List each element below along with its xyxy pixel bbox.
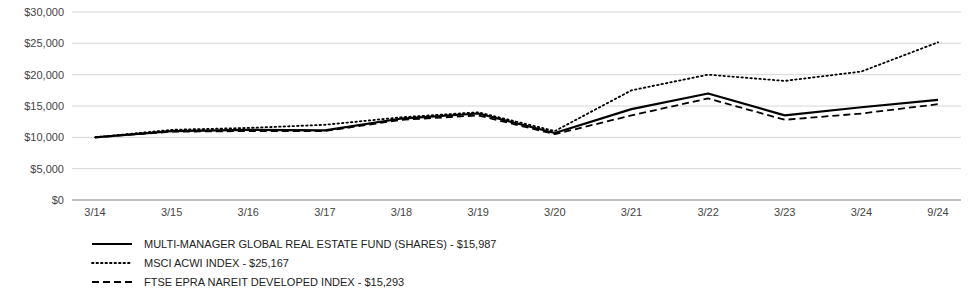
grid-line — [72, 106, 961, 107]
series-line — [95, 98, 938, 137]
y-tick-label: $0 — [52, 194, 64, 206]
legend-label: MULTI-MANAGER GLOBAL REAL ESTATE FUND (S… — [144, 238, 497, 250]
legend: MULTI-MANAGER GLOBAL REAL ESTATE FUND (S… — [92, 238, 497, 288]
x-tick-label: 3/19 — [467, 206, 488, 218]
y-tick-label: $25,000 — [24, 37, 64, 49]
x-tick-label: 3/24 — [851, 206, 872, 218]
y-tick-label: $10,000 — [24, 131, 64, 143]
y-tick-label: $15,000 — [24, 100, 64, 112]
x-tick-label: 3/14 — [84, 206, 105, 218]
x-tick-label: 3/21 — [621, 206, 642, 218]
x-tick-label: 9/24 — [927, 206, 948, 218]
series-line — [95, 42, 938, 137]
legend-label: MSCI ACWI INDEX - $25,167 — [144, 257, 289, 269]
x-tick-label: 3/23 — [774, 206, 795, 218]
x-tick-label: 3/22 — [697, 206, 718, 218]
y-grid — [72, 12, 961, 200]
x-axis: 3/14 3/15 3/16 3/17 3/18 3/19 3/20 3/21 3/22 3/23… — [84, 206, 948, 218]
x-tick-label: 3/17 — [314, 206, 335, 218]
grid-line — [72, 12, 961, 13]
grid-line — [72, 43, 961, 44]
legend-swatch — [92, 281, 132, 283]
x-tick-label: 3/18 — [391, 206, 412, 218]
y-tick-label: $30,000 — [24, 6, 64, 18]
x-axis-line — [72, 200, 961, 201]
y-tick-label: $5,000 — [30, 163, 64, 175]
grid-line — [72, 168, 961, 169]
chart: $0 $5,000 $10,000 $15,000 $20,000 $25,000 $30,… — [0, 0, 975, 304]
grid-line — [72, 137, 961, 138]
x-tick-label: 3/20 — [544, 206, 565, 218]
legend-swatch — [92, 243, 132, 245]
y-axis: $0 $5,000 $10,000 $15,000 $20,000 $25,000 $30,… — [24, 6, 64, 206]
plot-area — [95, 42, 938, 137]
legend-swatch — [92, 262, 132, 264]
x-tick-label: 3/16 — [238, 206, 259, 218]
grid-line — [72, 200, 961, 201]
x-tick-label: 3/15 — [161, 206, 182, 218]
legend-label: FTSE EPRA NAREIT DEVELOPED INDEX - $15,2… — [144, 276, 404, 288]
y-tick-label: $20,000 — [24, 69, 64, 81]
series-line — [95, 93, 938, 137]
